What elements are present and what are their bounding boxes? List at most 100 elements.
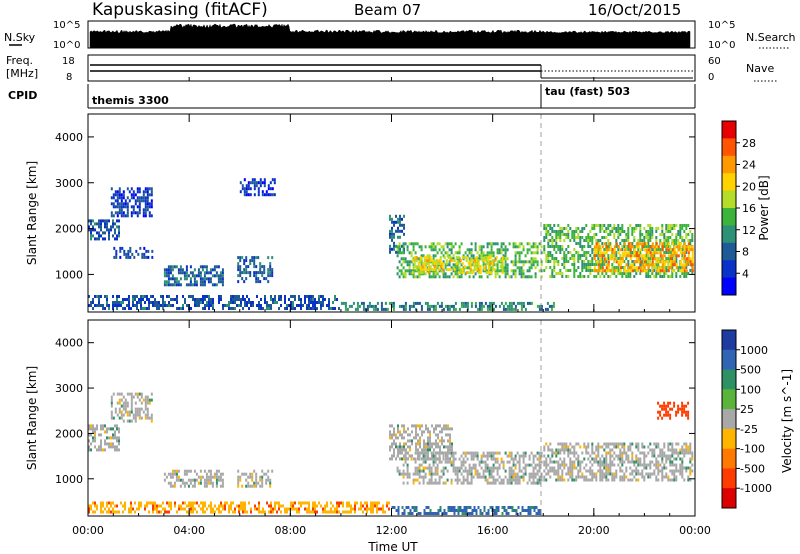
echo-cell — [217, 280, 220, 284]
echo-cell — [499, 265, 502, 269]
echo-cell — [627, 260, 630, 263]
echo-cell — [177, 478, 180, 482]
echo-cell — [457, 509, 460, 512]
echo-cell — [611, 448, 614, 452]
y-tick-label: 3000 — [55, 177, 83, 190]
echo-cell — [253, 262, 256, 266]
echo-cell — [563, 457, 566, 461]
echo-cell — [625, 469, 628, 473]
echo-cell — [603, 457, 606, 461]
echo-cell — [458, 466, 461, 470]
echo-cell — [399, 235, 401, 239]
colorbar-swatch — [722, 409, 736, 430]
echo-cell — [625, 457, 628, 461]
echo-cell — [178, 504, 180, 508]
echo-cell — [603, 260, 606, 264]
echo-cell — [595, 224, 598, 227]
echo-cell — [498, 269, 501, 273]
echo-cell — [579, 460, 582, 464]
echo-cell — [443, 424, 445, 428]
echo-cell — [165, 274, 168, 278]
echo-cell — [224, 501, 226, 505]
echo-cell — [577, 257, 580, 260]
echo-cell — [661, 407, 664, 411]
echo-cell — [528, 260, 531, 264]
echo-cell — [530, 475, 533, 479]
echo-cell — [389, 214, 391, 218]
echo-cell — [175, 280, 178, 284]
echo-cell — [633, 269, 636, 272]
echo-cell — [452, 245, 455, 249]
echo-cell — [625, 257, 628, 260]
echo-cell — [661, 242, 664, 246]
echo-cell — [627, 445, 630, 449]
echo-cell — [621, 469, 624, 473]
echo-cell — [364, 501, 366, 505]
echo-cell — [420, 248, 423, 252]
echo-cell — [647, 236, 650, 239]
echo-cell — [432, 307, 435, 311]
echo-cell — [412, 481, 415, 485]
echo-cell — [207, 280, 210, 284]
echo-cell — [442, 469, 445, 473]
echo-cell — [395, 457, 397, 461]
echo-cell — [645, 454, 648, 458]
echo-cell — [589, 263, 592, 266]
y-tick-label: 1000 — [55, 473, 83, 486]
echo-cell — [436, 242, 439, 246]
echo-cell — [374, 304, 377, 308]
echo-cell — [118, 196, 121, 200]
echo-cell — [675, 475, 678, 479]
echo-cell — [490, 301, 493, 305]
echo-cell — [597, 257, 600, 260]
echo-cell — [211, 475, 214, 479]
echo-cell — [234, 510, 236, 514]
echo-cell — [555, 257, 558, 260]
echo-cell — [292, 307, 294, 310]
echo-cell — [207, 481, 210, 485]
echo-cell — [549, 466, 552, 470]
echo-cell — [202, 501, 204, 505]
echo-cell — [453, 509, 456, 512]
echo-cell — [116, 445, 118, 449]
echo-cell — [569, 460, 572, 464]
echo-cell — [443, 445, 445, 449]
echo-cell — [561, 272, 564, 275]
echo-cell — [663, 242, 666, 245]
echo-cell — [667, 227, 670, 230]
echo-cell — [457, 262, 460, 266]
echo-cell — [230, 295, 232, 298]
echo-cell — [464, 451, 467, 455]
echo-cell — [528, 242, 531, 246]
echo-cell — [214, 510, 216, 514]
echo-cell — [665, 242, 668, 245]
echo-cell — [245, 187, 248, 191]
echo-cell — [140, 407, 143, 411]
echo-cell — [487, 268, 490, 272]
echo-cell — [427, 427, 429, 431]
echo-cell — [651, 242, 654, 246]
echo-cell — [671, 266, 674, 269]
echo-cell — [625, 451, 628, 455]
echo-cell — [675, 233, 678, 236]
echo-cell — [249, 262, 252, 266]
echo-cell — [148, 304, 150, 307]
echo-cell — [110, 225, 112, 229]
echo-cell — [130, 214, 133, 218]
echo-cell — [617, 251, 620, 255]
echo-cell — [659, 233, 662, 236]
colorbar-swatch — [722, 121, 736, 139]
echo-cell — [440, 251, 443, 255]
echo-cell — [501, 506, 504, 509]
echo-cell — [221, 478, 224, 482]
echo-cell — [611, 227, 614, 230]
echo-cell — [484, 254, 487, 258]
echo-cell — [112, 507, 114, 511]
echo-cell — [492, 301, 495, 305]
echo-cell — [633, 260, 636, 264]
echo-cell — [403, 223, 405, 227]
echo-cell — [204, 504, 206, 508]
echo-cell — [505, 509, 508, 512]
echo-cell — [478, 275, 481, 279]
